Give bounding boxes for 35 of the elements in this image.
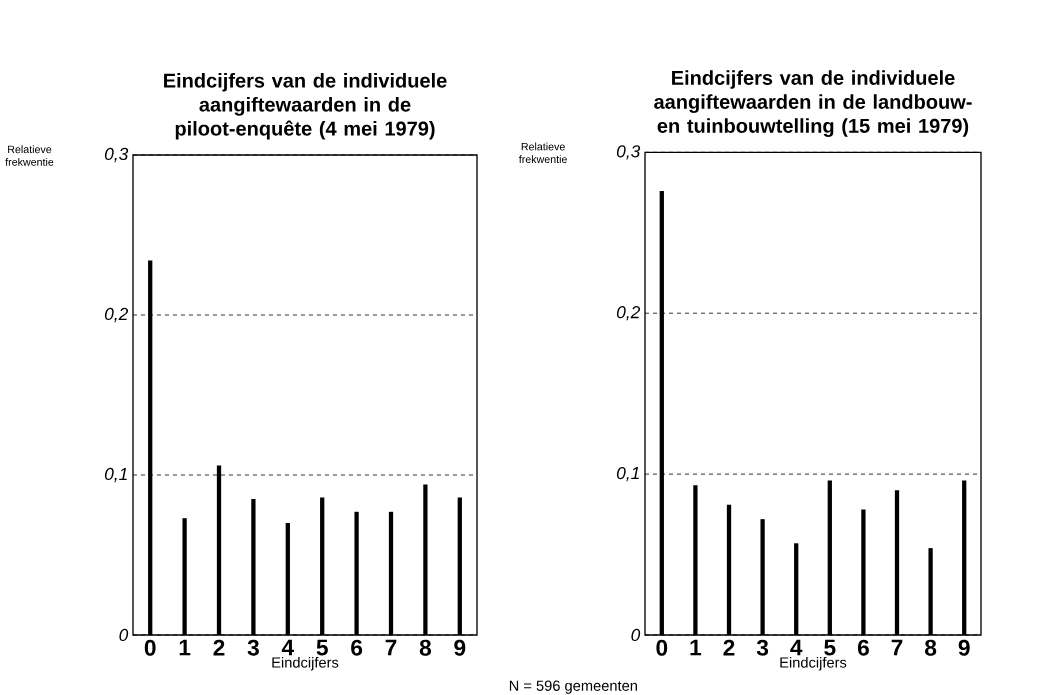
- y-tick-label: 0,1: [616, 466, 639, 482]
- y-tick-label: 0: [631, 628, 641, 642]
- x-tick-label: 5: [824, 639, 836, 656]
- x-tick-label: 7: [385, 639, 397, 656]
- y-tick-label: 0,3: [616, 145, 641, 160]
- chart-title: Eindcijfers van de individuele aangiftewaarden in de piloot-enquête (4 mei 1979): [164, 72, 447, 140]
- x-tick-label: 1: [179, 639, 191, 656]
- x-axis-title: Eindcijfers: [780, 656, 847, 671]
- x-tick-label: 9: [958, 639, 970, 656]
- x-tick-label: 2: [723, 639, 735, 656]
- x-axis-title: Eindcijfers: [272, 656, 339, 671]
- x-tick-label: 0: [656, 639, 668, 656]
- x-tick-label: 3: [247, 639, 259, 656]
- x-tick-label: 5: [316, 639, 328, 656]
- x-tick-label: 4: [281, 639, 294, 656]
- x-tick-label: 3: [756, 639, 769, 656]
- x-tick-label: 8: [925, 639, 937, 656]
- x-tick-label: 0: [144, 639, 156, 656]
- y-tick-label: 0,2: [104, 307, 129, 323]
- x-tick-label: 7: [891, 639, 903, 656]
- text: N = 596 gemeenten: [509, 680, 637, 694]
- x-tick-label: 8: [419, 639, 432, 656]
- y-axis-title: Relatieve frekwentie: [5, 145, 54, 166]
- x-tick-label: 4: [790, 639, 803, 656]
- x-tick-label: 9: [454, 639, 466, 656]
- x-tick-label: 6: [857, 639, 869, 656]
- y-tick-label: 0,3: [104, 147, 129, 163]
- y-tick-label: 0: [119, 628, 129, 642]
- x-tick-label: 6: [351, 639, 363, 656]
- y-tick-label: 0,2: [616, 306, 641, 321]
- chart-title: Eindcijfers van de individuele aangiftewaarden in de landbouw- en tuinbouwtelling (15 mei 1979): [654, 70, 972, 137]
- x-tick-label: 1: [690, 639, 702, 656]
- y-axis-title: Relatieve frekwentie: [518, 142, 567, 164]
- x-tick-label: 2: [213, 639, 225, 656]
- y-tick-label: 0,1: [104, 467, 127, 483]
